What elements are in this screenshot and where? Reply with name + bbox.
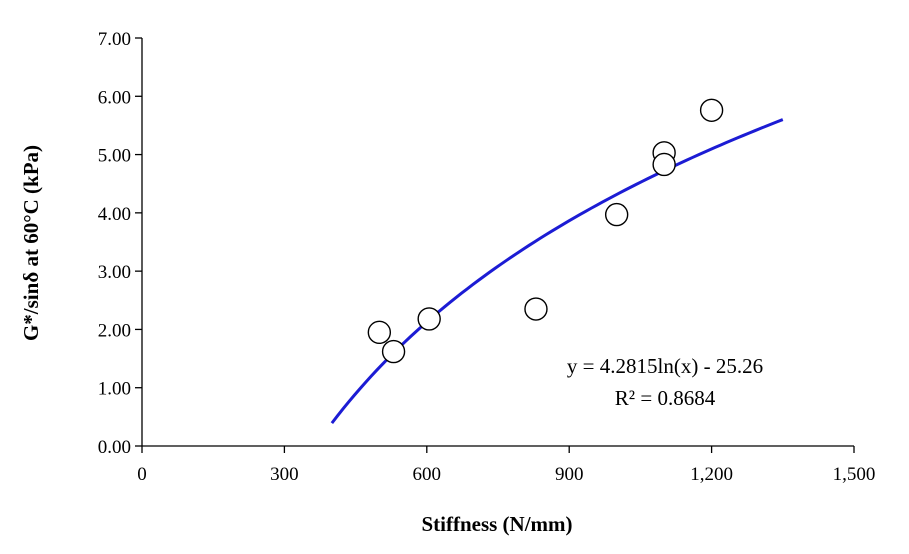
data-point bbox=[367, 320, 392, 345]
x-tick-label: 900 bbox=[555, 464, 584, 485]
data-point bbox=[381, 339, 406, 364]
y-tick-label: 1.00 bbox=[98, 379, 131, 400]
plot-frame bbox=[141, 38, 854, 447]
data-point bbox=[652, 152, 676, 177]
r-squared-label: R² = 0.8684 bbox=[615, 386, 716, 410]
trendline bbox=[330, 118, 784, 425]
data-points bbox=[367, 98, 724, 364]
y-tick-label: 7.00 bbox=[98, 29, 131, 50]
data-point bbox=[524, 297, 548, 321]
x-axis-ticks: 0 300 600 900 1,200 1,500 bbox=[137, 446, 875, 485]
x-axis-title: Stiffness (N/mm) bbox=[421, 512, 572, 536]
y-tick-label: 6.00 bbox=[98, 87, 131, 108]
x-tick-label: 600 bbox=[413, 464, 442, 485]
x-tick-label: 1,200 bbox=[690, 464, 733, 485]
trendline-group bbox=[330, 118, 784, 425]
y-tick-label: 0.00 bbox=[98, 437, 131, 458]
x-tick-label: 0 bbox=[137, 464, 147, 485]
trendline-equation: y = 4.2815ln(x) - 25.26 bbox=[567, 354, 763, 378]
data-point bbox=[604, 202, 629, 227]
y-tick-label: 4.00 bbox=[98, 204, 131, 225]
y-axis-title: G*/sinδ at 60°C (kPa) bbox=[19, 145, 43, 341]
x-tick-label: 300 bbox=[270, 464, 299, 485]
y-tick-label: 5.00 bbox=[98, 146, 131, 167]
y-tick-label: 3.00 bbox=[98, 262, 131, 283]
data-point bbox=[417, 307, 441, 331]
y-tick-label: 2.00 bbox=[98, 320, 131, 341]
x-tick-label: 1,500 bbox=[833, 464, 876, 485]
y-axis-ticks: 0.00 1.00 2.00 3.00 4.00 5.00 6.00 7.00 bbox=[98, 29, 142, 458]
data-point bbox=[699, 98, 724, 122]
